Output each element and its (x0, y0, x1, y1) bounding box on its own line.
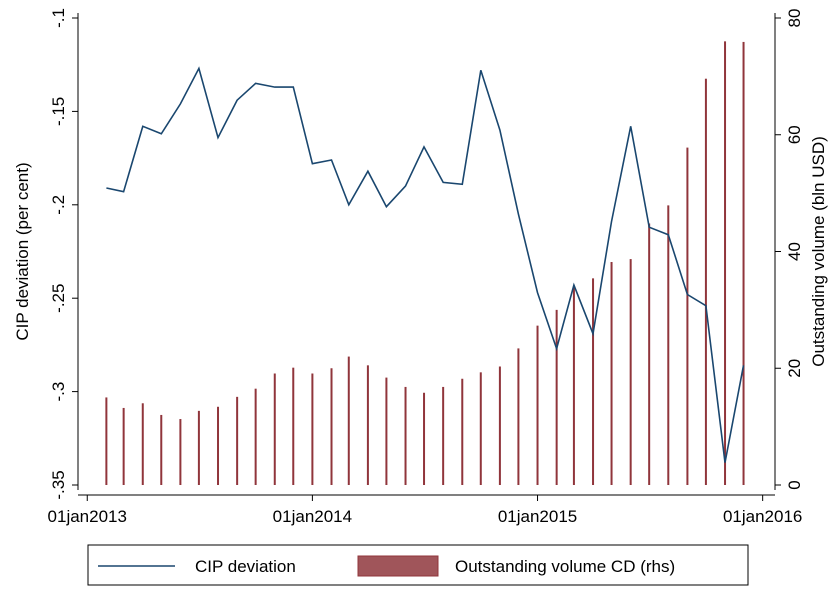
y-tick-label: -.25 (49, 284, 68, 313)
bar (330, 368, 333, 485)
bar (498, 366, 501, 485)
bar (572, 287, 575, 485)
y-tick-label: -.15 (49, 97, 68, 126)
bar (311, 373, 314, 485)
y-axis-title: CIP deviation (per cent) (13, 162, 32, 340)
bar (197, 410, 200, 485)
bar (217, 406, 220, 485)
y2-tick-label: 40 (785, 242, 804, 261)
bar (347, 356, 350, 485)
bar (629, 259, 632, 485)
bar (366, 365, 369, 485)
y-tick-label: -.3 (49, 382, 68, 402)
line (106, 66, 745, 463)
y2-tick-label: 80 (785, 9, 804, 28)
bar (292, 367, 295, 485)
bar (610, 262, 613, 485)
y-tick-label: -.2 (49, 195, 68, 215)
bar (122, 407, 125, 485)
bar (385, 377, 388, 485)
bar (179, 419, 182, 485)
bar (667, 205, 670, 486)
y-tick-label: -.35 (49, 470, 68, 499)
x-tick-label: 01jan2016 (723, 507, 802, 526)
bar (236, 396, 239, 485)
y2-axis-title: Outstanding volume (bln USD) (809, 136, 828, 367)
bar (461, 378, 464, 485)
x-tick-label: 01jan2013 (48, 507, 127, 526)
x-tick-label: 01jan2015 (498, 507, 577, 526)
bar (404, 386, 407, 485)
bar (686, 147, 689, 485)
bar (442, 386, 445, 485)
bar (704, 78, 707, 486)
bar (423, 392, 426, 485)
bar (517, 348, 520, 485)
bar (254, 388, 257, 485)
y2-tick-label: 0 (785, 480, 804, 489)
y-tick-label: -.1 (49, 8, 68, 28)
bar (555, 309, 558, 485)
bar (536, 325, 539, 485)
bar (141, 403, 144, 485)
bar (724, 41, 727, 485)
legend-label: Outstanding volume CD (rhs) (455, 557, 675, 576)
bar (105, 397, 108, 485)
y2-tick-label: 20 (785, 359, 804, 378)
bar (479, 372, 482, 485)
bar (592, 278, 595, 485)
bar (273, 373, 276, 485)
bar (160, 414, 163, 485)
legend-label: CIP deviation (195, 557, 296, 576)
bar (648, 223, 651, 486)
y2-tick-label: 60 (785, 125, 804, 144)
bar (742, 41, 745, 486)
legend-swatch (357, 555, 439, 577)
x-tick-label: 01jan2014 (273, 507, 352, 526)
